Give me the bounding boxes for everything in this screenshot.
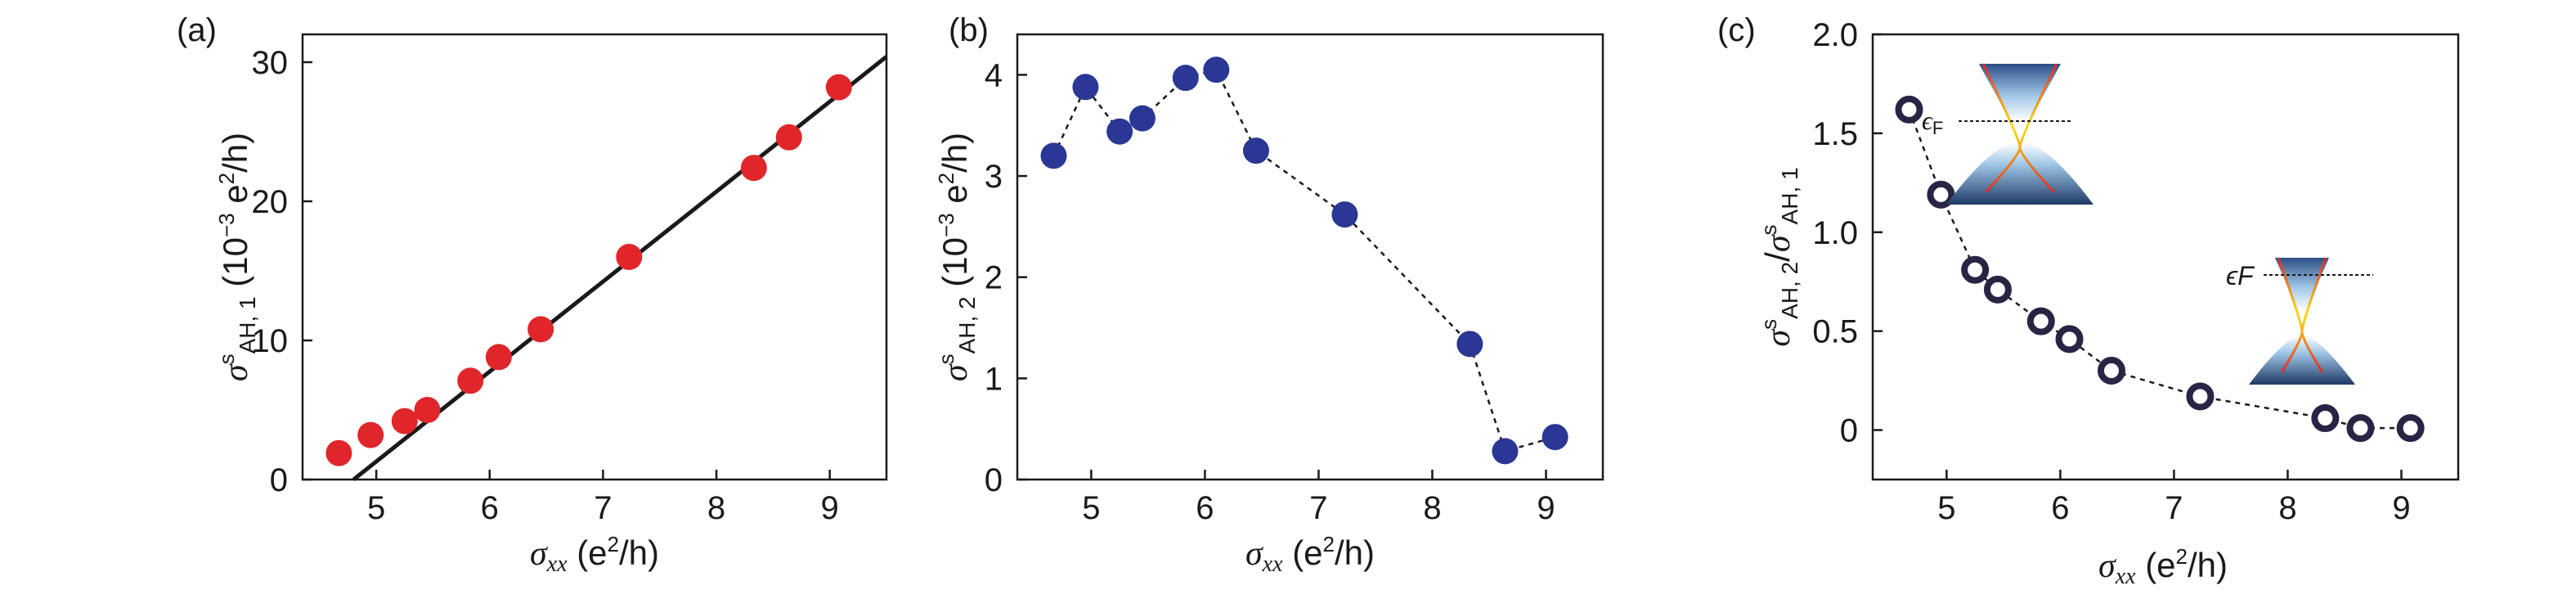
data-point-b-7 <box>1331 201 1358 228</box>
y-tick-label-b-4: 4 <box>985 57 1003 93</box>
panel-label-a: (a) <box>177 12 217 48</box>
x-tick-label-a-0: 5 <box>367 490 385 526</box>
x-axis-label-a: σxx (e2/h) <box>530 532 659 577</box>
data-point-c-4 <box>2026 307 2055 336</box>
band-diagram-inset-2: ϵF <box>2226 257 2373 385</box>
frame-b <box>1016 33 1604 481</box>
panel-label-c: (c) <box>1717 12 1756 48</box>
data-point-b-5 <box>1203 56 1230 83</box>
data-point-c-0 <box>1895 95 1923 124</box>
data-point-a-8 <box>740 155 767 182</box>
dispersion-curve-2b <box>2300 257 2327 373</box>
y-tick-label-a-1: 10 <box>252 323 289 359</box>
x-tick-label-a-1: 6 <box>481 490 499 526</box>
plot-area-b <box>1040 56 1568 465</box>
data-point-b-0 <box>1040 142 1067 169</box>
x-tick-label-c-1: 6 <box>2051 490 2069 526</box>
data-point-a-6 <box>527 316 554 343</box>
panel-a: (a) 5 6 7 8 9 0 10 20 30 σxx (e2/h) σsAH, 1 (10… <box>177 12 888 577</box>
y-axis-c: 0 0.5 1.0 1.5 2.0 <box>1812 17 1883 449</box>
data-point-b-1 <box>1072 74 1099 101</box>
x-axis-label-c: σxx (e2/h) <box>2098 544 2228 589</box>
y-tick-label-b-1: 1 <box>985 361 1003 397</box>
panel-b: (b) 5 6 7 8 9 0 1 2 3 4 σxx (e2/h) σsAH, 2 (10−3… <box>934 12 1604 577</box>
y-tick-label-c-1: 0.5 <box>1812 314 1858 350</box>
x-tick-label-c-4: 9 <box>2392 490 2410 526</box>
data-point-c-7 <box>2186 382 2215 411</box>
y-tick-label-b-2: 2 <box>985 260 1003 296</box>
data-point-c-2 <box>1961 255 1990 284</box>
y-tick-label-a-2: 20 <box>252 184 289 220</box>
y-axis-b: 0 1 2 3 4 <box>985 57 1027 498</box>
y-tick-label-b-3: 3 <box>985 159 1003 195</box>
plot-area-c <box>1895 95 2425 443</box>
data-point-a-1 <box>357 421 384 448</box>
fit-line-a <box>352 55 888 481</box>
y-tick-label-c-2: 1.0 <box>1812 215 1858 251</box>
data-point-b-8 <box>1456 331 1483 358</box>
frame-a <box>301 33 888 481</box>
data-point-a-7 <box>616 244 643 270</box>
data-point-a-2 <box>391 408 418 435</box>
x-axis-label-b: σxx (e2/h) <box>1245 532 1375 577</box>
data-point-a-5 <box>485 344 512 371</box>
fermi-level-label-1: ϵF <box>1922 106 1943 138</box>
x-axis-b: 5 6 7 8 9 <box>1082 470 1555 526</box>
y-tick-label-c-3: 1.5 <box>1812 116 1858 152</box>
x-tick-label-a-2: 7 <box>594 490 612 526</box>
x-tick-label-b-0: 5 <box>1082 490 1100 526</box>
panel-c: (c) 5 6 7 8 9 0 0.5 1.0 1.5 2.0 σxx (e2/h) σsAH,… <box>1717 12 2460 589</box>
y-axis-label-b: σsAH, 2 (10−3 e2/h) <box>934 133 980 381</box>
conduction-cone-2 <box>2275 258 2329 311</box>
y-tick-label-c-4: 2.0 <box>1812 17 1858 53</box>
data-point-a-10 <box>825 74 852 101</box>
y-tick-label-c-0: 0 <box>1840 413 1858 449</box>
x-tick-label-b-1: 6 <box>1196 490 1214 526</box>
conduction-cone-1 <box>1979 64 2061 121</box>
data-point-c-6 <box>2097 357 2125 385</box>
data-point-c-3 <box>1983 275 2012 304</box>
x-axis-a: 5 6 7 8 9 <box>367 470 839 526</box>
y-tick-label-a-3: 30 <box>252 45 289 81</box>
x-tick-label-c-2: 7 <box>2165 490 2183 526</box>
dispersion-curve-1b <box>2018 63 2058 194</box>
y-axis-label-a: σsAH, 1 (10−3 e2/h) <box>214 133 260 381</box>
x-tick-label-b-4: 9 <box>1537 490 1555 526</box>
data-point-b-9 <box>1492 438 1519 465</box>
data-point-b-10 <box>1542 424 1568 451</box>
data-point-a-4 <box>457 367 484 394</box>
x-tick-label-b-3: 8 <box>1423 490 1441 526</box>
data-point-c-9 <box>2346 414 2375 443</box>
x-tick-label-c-3: 8 <box>2278 490 2296 526</box>
fermi-level-label-2: ϵF <box>2226 261 2255 290</box>
y-tick-label-b-0: 0 <box>985 462 1003 498</box>
x-axis-c: 5 6 7 8 9 <box>1937 470 2411 526</box>
plot-area-a <box>325 55 888 481</box>
data-point-c-8 <box>2311 404 2340 433</box>
x-tick-label-a-4: 9 <box>821 490 839 526</box>
data-point-b-2 <box>1106 118 1133 145</box>
y-axis-label-c: σsAH, 2/σsAH, 1 <box>1757 167 1802 346</box>
data-point-b-3 <box>1129 105 1156 132</box>
y-axis-a: 0 10 20 30 <box>252 45 312 498</box>
panel-label-b: (b) <box>949 12 989 48</box>
valence-band-2 <box>2249 336 2355 385</box>
x-tick-label-b-2: 7 <box>1309 490 1327 526</box>
data-point-b-6 <box>1242 137 1269 164</box>
x-tick-label-a-3: 8 <box>707 490 725 526</box>
x-tick-label-c-0: 5 <box>1937 490 1955 526</box>
data-point-c-1 <box>1927 180 1955 209</box>
data-point-c-5 <box>2055 325 2084 354</box>
valence-band-1 <box>1946 142 2094 205</box>
data-point-a-3 <box>414 397 441 423</box>
data-point-b-4 <box>1172 65 1199 92</box>
band-diagram-inset-1: ϵF <box>1922 63 2094 205</box>
frame-c <box>1871 33 2460 481</box>
data-point-c-10 <box>2396 414 2425 443</box>
data-point-a-0 <box>325 439 352 466</box>
data-point-a-9 <box>775 124 802 151</box>
y-tick-label-a-0: 0 <box>270 462 288 498</box>
